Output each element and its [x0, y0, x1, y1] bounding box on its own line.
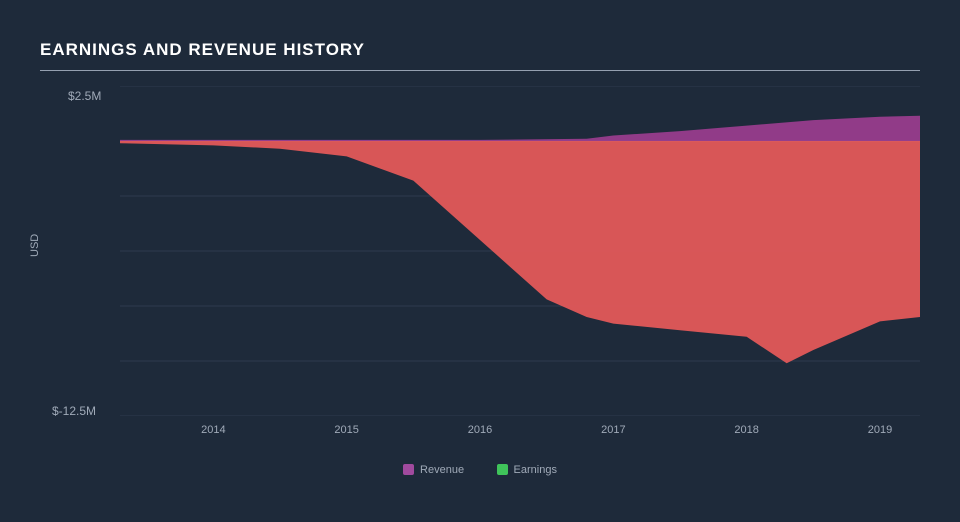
y-axis-title: USD [29, 234, 41, 257]
x-tick-label: 2014 [201, 424, 225, 436]
legend-item-earnings: Earnings [497, 464, 557, 476]
x-tick-label: 2015 [334, 424, 358, 436]
x-tick-label: 2019 [868, 424, 892, 436]
y-tick-top: $2.5M [68, 89, 101, 103]
legend-item-revenue: Revenue [403, 464, 464, 476]
legend-label-revenue: Revenue [420, 464, 464, 476]
chart-container: EARNINGS AND REVENUE HISTORY $2.5M $-12.… [0, 0, 960, 522]
x-axis-labels: 2014 2015 2016 2017 2018 2019 [120, 424, 920, 444]
x-tick-label: 2017 [601, 424, 625, 436]
x-tick-label: 2018 [734, 424, 758, 436]
plot-svg [120, 86, 920, 416]
chart-title: EARNINGS AND REVENUE HISTORY [40, 40, 920, 60]
y-tick-bottom: $-12.5M [52, 404, 96, 418]
legend-label-earnings: Earnings [514, 464, 557, 476]
legend-swatch-revenue [403, 464, 414, 475]
title-underline [40, 70, 920, 71]
legend-swatch-earnings [497, 464, 508, 475]
x-tick-label: 2016 [468, 424, 492, 436]
chart-area: $2.5M $-12.5M USD 2014201520162017201820… [40, 86, 920, 486]
legend: Revenue Earnings [40, 462, 920, 480]
